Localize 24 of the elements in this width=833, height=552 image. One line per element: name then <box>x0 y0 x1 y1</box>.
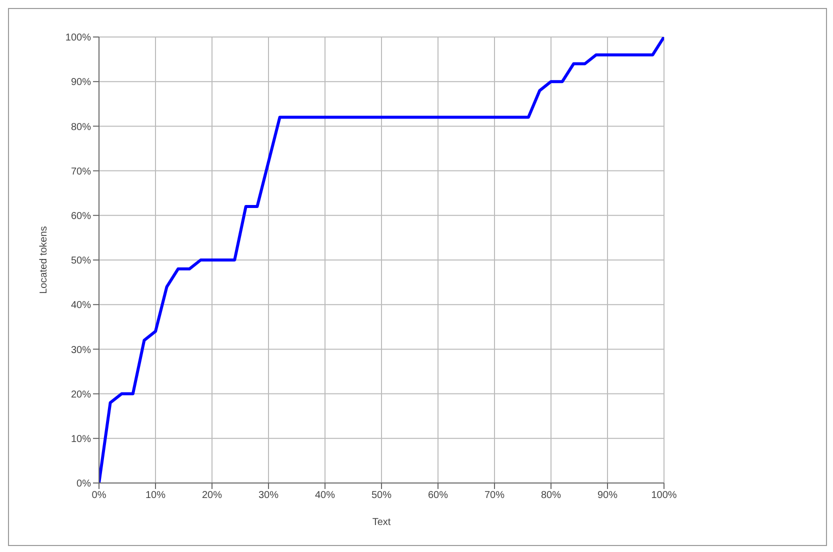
y-tick-label: 50% <box>70 256 92 267</box>
y-tick-label: 30% <box>70 344 92 356</box>
y-tick-label: 0% <box>76 478 92 490</box>
x-tick-label: 100% <box>651 490 677 502</box>
x-tick-label: 20% <box>202 490 222 502</box>
x-tick-label: 90% <box>597 490 618 502</box>
x-tick-label: 70% <box>484 490 505 502</box>
y-tick-label: 100% <box>65 32 92 44</box>
x-tick-label: 10% <box>145 490 166 502</box>
y-tick-label: 80% <box>70 122 92 133</box>
y-tick-label: 20% <box>70 389 92 400</box>
x-tick-label: 80% <box>540 490 562 502</box>
x-axis-title: Text <box>372 517 391 528</box>
x-tick-label: 30% <box>258 490 279 502</box>
x-tick-label: 40% <box>314 490 336 502</box>
y-tick-label: 10% <box>70 434 92 445</box>
y-tick-label: 60% <box>70 210 92 222</box>
x-tick-label: 60% <box>428 490 448 502</box>
y-tick-label: 70% <box>70 166 92 178</box>
y-tick-label: 90% <box>70 77 92 88</box>
x-tick-label: 50% <box>371 490 392 502</box>
y-tick-label: 40% <box>70 300 92 312</box>
x-tick-label: 0% <box>92 490 106 502</box>
y-axis-title: Located tokens <box>38 226 50 294</box>
